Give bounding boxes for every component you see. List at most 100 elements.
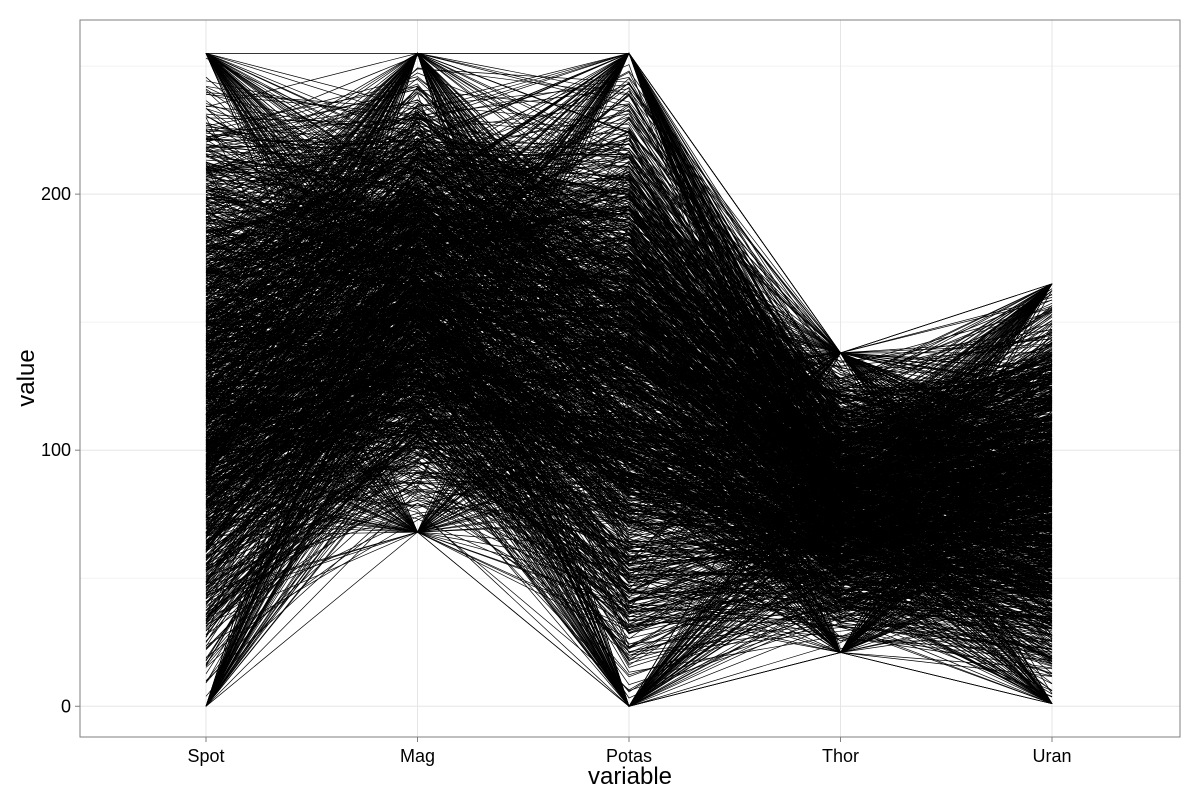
data-line bbox=[205, 299, 1053, 668]
data-line bbox=[205, 302, 1053, 470]
data-line bbox=[205, 53, 1053, 460]
data-line bbox=[205, 207, 1053, 532]
data-line bbox=[205, 306, 1053, 643]
data-line bbox=[205, 270, 1053, 531]
data-line bbox=[205, 53, 1053, 550]
data-line bbox=[205, 149, 1053, 403]
data-line bbox=[205, 413, 1053, 660]
data-line bbox=[205, 52, 1053, 382]
data-line bbox=[205, 359, 1053, 595]
data-line bbox=[205, 215, 1053, 517]
data-line bbox=[205, 362, 1053, 572]
data-line bbox=[205, 291, 1053, 567]
data-lines bbox=[205, 52, 1053, 708]
data-line bbox=[205, 312, 1053, 705]
data-line bbox=[205, 383, 1053, 600]
data-line bbox=[205, 139, 1053, 432]
data-line bbox=[205, 192, 1053, 410]
data-line bbox=[205, 352, 1053, 628]
data-line bbox=[205, 209, 1053, 449]
data-line bbox=[205, 204, 1053, 654]
data-line bbox=[205, 396, 1053, 524]
data-line bbox=[205, 388, 1053, 580]
data-line bbox=[205, 190, 1053, 458]
data-line bbox=[205, 148, 1053, 504]
data-line bbox=[205, 373, 1053, 620]
data-line bbox=[205, 347, 1053, 523]
data-line bbox=[205, 121, 1053, 458]
data-line bbox=[205, 53, 1053, 622]
data-line bbox=[205, 457, 1053, 602]
data-line bbox=[205, 334, 1053, 632]
data-line bbox=[205, 274, 1053, 704]
data-line bbox=[205, 286, 1053, 519]
data-line bbox=[205, 147, 1053, 439]
data-line bbox=[205, 53, 1053, 539]
data-line bbox=[205, 195, 1053, 519]
data-line bbox=[205, 339, 1053, 659]
data-line bbox=[205, 463, 1053, 642]
data-line bbox=[205, 52, 1053, 449]
data-line bbox=[205, 472, 1053, 619]
data-line bbox=[205, 197, 1053, 523]
data-line bbox=[205, 364, 1053, 571]
y-tick-label: 0 bbox=[61, 696, 71, 716]
data-line bbox=[205, 298, 1053, 564]
data-line bbox=[205, 77, 1053, 354]
data-line bbox=[205, 228, 1053, 403]
data-line bbox=[205, 297, 1053, 705]
data-line bbox=[205, 448, 1053, 695]
data-line bbox=[205, 85, 1053, 491]
data-line bbox=[205, 412, 1053, 559]
data-line bbox=[205, 194, 1053, 476]
data-line bbox=[205, 485, 1053, 705]
data-line bbox=[205, 118, 1053, 434]
data-line bbox=[205, 311, 1053, 547]
data-line bbox=[205, 410, 1053, 610]
data-line bbox=[205, 275, 1053, 506]
x-tick-label-uran: Uran bbox=[1032, 746, 1071, 766]
data-line bbox=[205, 52, 1053, 402]
data-line bbox=[205, 264, 1053, 576]
y-axis-title: value bbox=[13, 349, 40, 406]
data-line bbox=[205, 252, 1053, 512]
x-tick-label-potas: Potas bbox=[606, 746, 652, 766]
data-line bbox=[205, 249, 1053, 611]
data-line bbox=[205, 413, 1053, 653]
data-line bbox=[205, 289, 1053, 707]
data-line bbox=[205, 360, 1053, 607]
data-line bbox=[205, 55, 1053, 402]
data-line bbox=[205, 53, 1053, 475]
data-line bbox=[205, 283, 1053, 393]
y-tick-label: 200 bbox=[41, 184, 71, 204]
data-line bbox=[205, 169, 1053, 554]
data-line bbox=[205, 146, 1053, 497]
data-line bbox=[205, 372, 1053, 628]
data-line bbox=[205, 305, 1053, 510]
data-line bbox=[205, 92, 1053, 454]
data-line bbox=[205, 52, 1053, 458]
data-line bbox=[205, 345, 1053, 504]
x-axis-title: variable bbox=[588, 763, 672, 790]
data-line bbox=[205, 439, 1053, 588]
data-line bbox=[205, 495, 1053, 625]
data-line bbox=[205, 396, 1053, 623]
data-line bbox=[205, 163, 1053, 533]
data-line bbox=[205, 53, 1053, 653]
data-line bbox=[205, 283, 1053, 546]
data-line bbox=[205, 376, 1053, 570]
data-line bbox=[205, 405, 1053, 576]
data-line bbox=[205, 53, 1053, 505]
data-line bbox=[205, 140, 1053, 531]
data-line bbox=[205, 339, 1053, 653]
data-line bbox=[205, 230, 1053, 522]
x-tick-label-spot: Spot bbox=[187, 746, 224, 766]
data-line bbox=[205, 99, 1053, 362]
data-line bbox=[205, 53, 1053, 582]
data-line bbox=[205, 52, 1053, 611]
data-line bbox=[205, 151, 1053, 438]
data-line bbox=[205, 149, 1053, 455]
data-line bbox=[205, 324, 1053, 661]
x-axis-ticks: Spot Mag Potas Thor Uran bbox=[187, 737, 1072, 766]
